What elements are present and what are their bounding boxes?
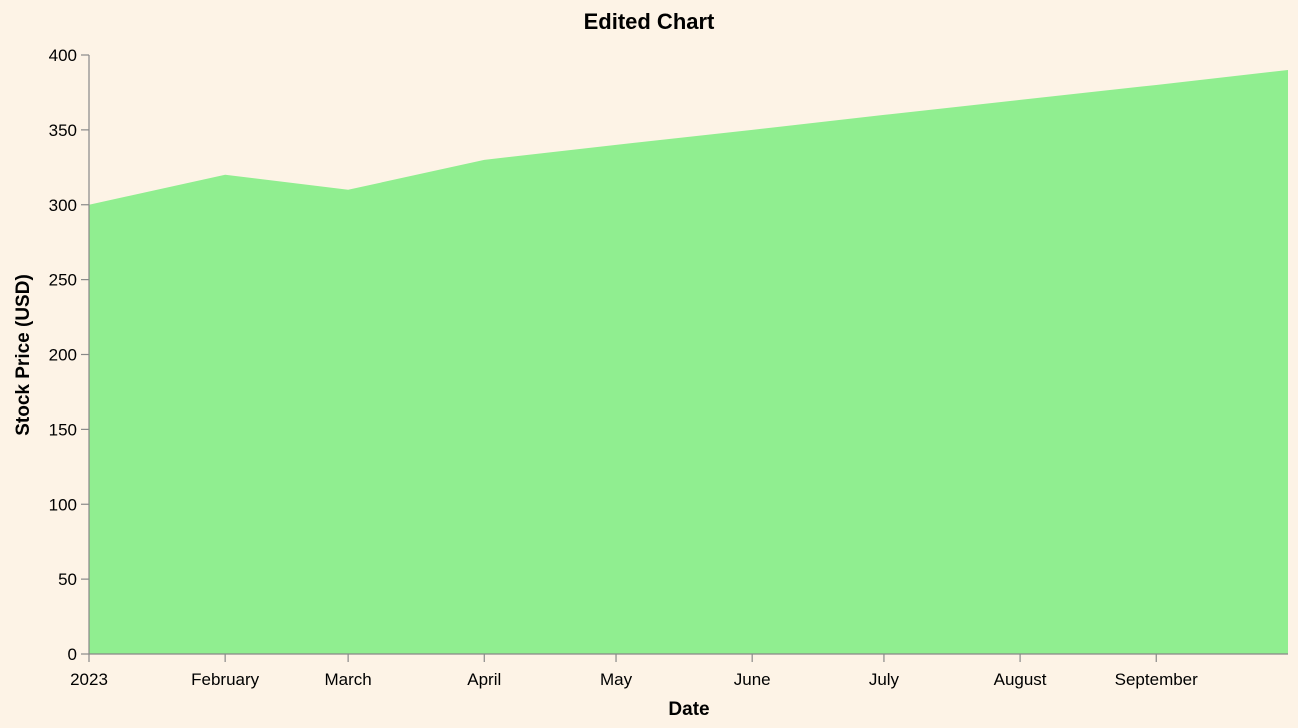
- y-axis-title: Stock Price (USD): [13, 274, 34, 436]
- x-tick-label: February: [191, 670, 260, 689]
- x-tick-label: 2023: [70, 670, 108, 689]
- y-tick-label: 400: [49, 46, 77, 65]
- x-tick-label: April: [467, 670, 501, 689]
- y-tick-label: 0: [68, 645, 77, 664]
- x-axis: 2023 February March April May June July August S…: [70, 653, 1288, 689]
- x-tick-label: March: [325, 670, 372, 689]
- area-series: [89, 69, 1288, 655]
- x-tick-label: June: [734, 670, 771, 689]
- x-tick-label: August: [994, 670, 1047, 689]
- x-axis-title: Date: [668, 699, 709, 720]
- x-tick-label: July: [869, 670, 900, 689]
- y-tick-label: 200: [49, 346, 77, 365]
- y-tick-label: 50: [58, 570, 77, 589]
- y-tick-label: 150: [49, 420, 77, 439]
- y-tick-label: 350: [49, 121, 77, 140]
- area-layer: [89, 69, 1288, 655]
- y-tick-label: 300: [49, 196, 77, 215]
- y-axis: 0 50 100 150 200 250 300 350 400: [49, 46, 90, 664]
- y-tick-label: 100: [49, 495, 77, 514]
- x-tick-label: September: [1115, 670, 1198, 689]
- chart-title: Edited Chart: [584, 9, 715, 34]
- x-tick-label: May: [600, 670, 633, 689]
- y-tick-label: 250: [49, 271, 77, 290]
